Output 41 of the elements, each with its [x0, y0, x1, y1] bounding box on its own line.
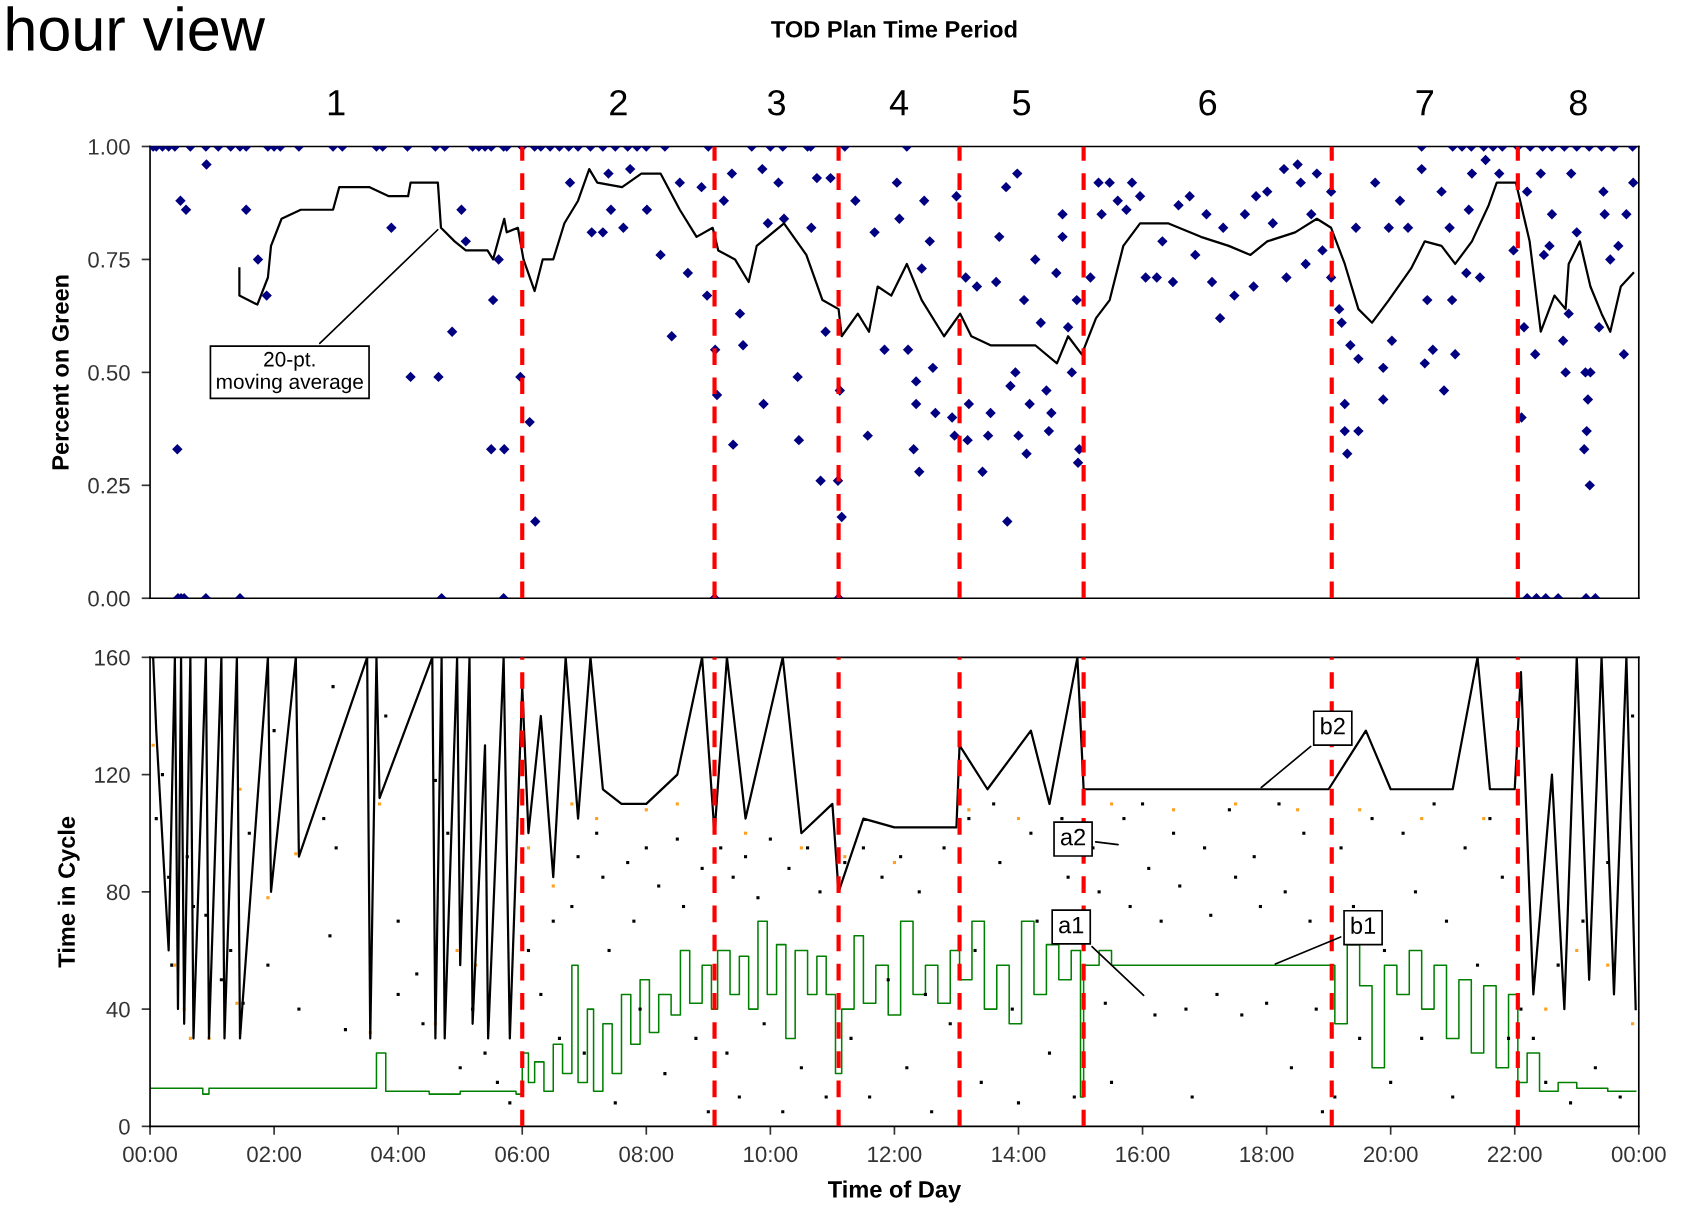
y-tick-label: 0.00 — [88, 590, 130, 607]
x-tick-label: 12:00 — [868, 1146, 922, 1163]
text: 1 — [328, 90, 345, 116]
chart-title: hour view — [7, 6, 266, 52]
x-tick-label: 08:00 — [619, 1146, 674, 1163]
x-tick-label: 16:00 — [1116, 1146, 1170, 1163]
text: 2 — [610, 89, 627, 116]
text: 8 — [1569, 89, 1587, 116]
y-axis-title: Time in Cycle — [57, 816, 80, 968]
x-tick-label: 00:00 — [123, 1146, 177, 1163]
y-tick-label: 80 — [106, 884, 130, 901]
text: 4 — [889, 90, 909, 116]
text: 6 — [1199, 89, 1217, 116]
y-tick-label: 160 — [95, 649, 130, 666]
y-tick-label: 0.25 — [88, 477, 130, 494]
x-tick-label: 10:00 — [744, 1146, 798, 1163]
x-tick-label: 14:00 — [992, 1146, 1046, 1163]
x-tick-label: 04:00 — [371, 1146, 426, 1163]
text: 7 — [1416, 90, 1434, 116]
y-tick-label: 0.50 — [88, 364, 130, 381]
x-tick-label: 20:00 — [1363, 1146, 1418, 1163]
x-axis-title: Time of Day — [827, 1180, 962, 1203]
y-tick-label: 0 — [119, 1118, 130, 1135]
annotation: a2 — [1060, 828, 1086, 846]
y-tick-label: 1.00 — [89, 139, 130, 155]
y-tick-label: 40 — [106, 1001, 130, 1018]
x-tick-label: 18:00 — [1240, 1146, 1294, 1163]
annotation: a1 — [1059, 916, 1084, 934]
text: 5 — [1012, 90, 1031, 116]
x-tick-label: 22:00 — [1488, 1146, 1542, 1163]
text: TOD Plan Time Period — [771, 20, 1017, 38]
text: 3 — [767, 89, 786, 116]
y-tick-label: 0.75 — [88, 251, 130, 268]
annotation: b2 — [1321, 717, 1345, 735]
x-tick-label: 06:00 — [495, 1146, 550, 1163]
annotation: 20-pt. moving average — [217, 351, 363, 394]
y-axis-title: Percent on Green — [52, 275, 69, 470]
x-tick-label: 02:00 — [247, 1146, 302, 1163]
annotation: b1 — [1351, 916, 1376, 934]
x-tick-label: 00:00 — [1611, 1146, 1666, 1163]
y-tick-label: 120 — [95, 767, 130, 783]
